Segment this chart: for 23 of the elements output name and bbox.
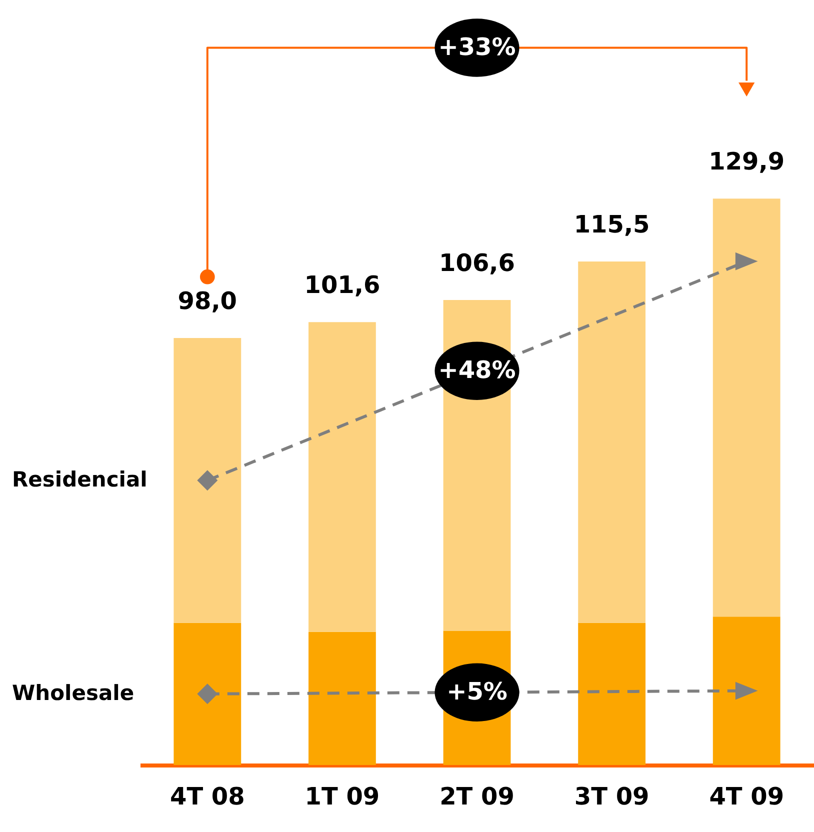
series-label: Wholesale — [12, 680, 134, 705]
bar — [174, 622, 242, 765]
x-tick-label: 4T 09 — [709, 782, 784, 810]
annotation: 98,0 — [178, 286, 238, 315]
series-label: Residencial — [12, 467, 148, 492]
annotation: +48% — [438, 356, 516, 384]
x-tick-label: 4T 08 — [170, 782, 245, 810]
bar — [308, 322, 376, 632]
bar — [308, 632, 376, 765]
text: +33% — [438, 32, 516, 61]
x-tick-label: 3T 09 — [574, 782, 650, 810]
bar — [712, 198, 780, 617]
annotation: 101,6 — [304, 271, 380, 300]
annotation: 129,9 — [708, 148, 785, 176]
annotation: 115,5 — [574, 210, 650, 238]
annotation: +5% — [446, 677, 508, 706]
bar — [712, 616, 780, 765]
x-tick-label: 1T 09 — [304, 782, 380, 810]
x-tick-label: 2T 09 — [440, 782, 514, 810]
bar — [578, 622, 646, 765]
bar — [578, 261, 646, 623]
annotation: 106,6 — [439, 248, 515, 277]
bar — [174, 338, 242, 623]
